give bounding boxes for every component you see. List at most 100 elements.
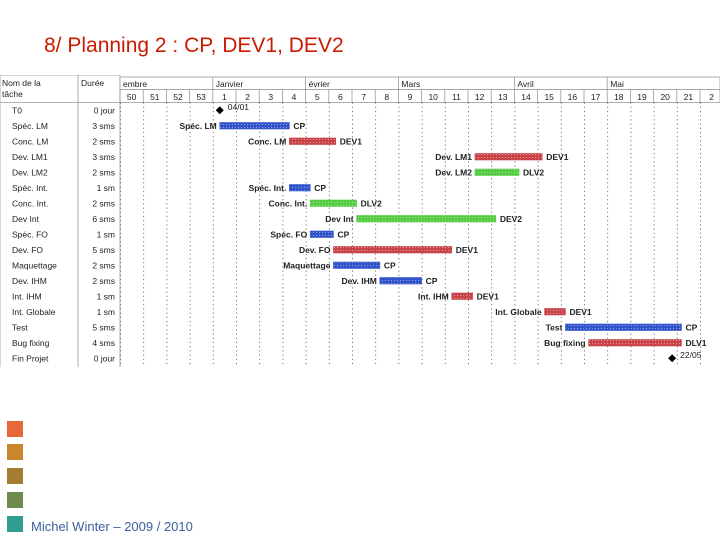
task-name: Int. IHM — [12, 291, 42, 301]
month-label: embre — [123, 79, 147, 89]
task-duration: 1 sm — [97, 183, 115, 193]
task-name: Fin Projet — [12, 353, 49, 363]
accent-square — [7, 492, 23, 508]
accent-square — [7, 468, 23, 484]
week-label: 14 — [521, 92, 531, 102]
week-label: 5 — [315, 92, 320, 102]
task-duration: 4 sms — [92, 338, 115, 348]
bar-resource-label: Int. Globale — [495, 307, 542, 317]
task-bar — [289, 184, 311, 192]
week-label: 11 — [452, 92, 461, 102]
milestone-diamond — [668, 354, 677, 363]
task-bar — [333, 246, 453, 254]
week-label: 17 — [591, 92, 601, 102]
bar-assignee-label: DEV2 — [500, 214, 522, 224]
task-name: Dev. LM2 — [12, 167, 48, 177]
milestone-label: 04/01 — [228, 102, 250, 112]
task-name: Spéc. Int. — [12, 183, 48, 193]
column-header-duration: Durée — [81, 78, 104, 88]
accent-square — [7, 421, 23, 437]
task-name: Conc. LM — [12, 136, 48, 146]
bar-assignee-label: DEV1 — [340, 136, 362, 146]
task-bar — [289, 137, 337, 145]
bar-assignee-label: DLV1 — [685, 338, 706, 348]
week-label: 12 — [475, 92, 485, 102]
week-label: 10 — [428, 92, 438, 102]
task-duration: 0 jour — [94, 353, 115, 363]
week-label: 1 — [222, 92, 227, 102]
task-duration: 2 sms — [92, 260, 115, 270]
task-bar — [356, 215, 497, 223]
bar-resource-label: Test — [546, 322, 563, 332]
task-name: T0 — [12, 105, 22, 115]
month-label: Avril — [517, 79, 533, 89]
bar-resource-label: Dev. IHM — [342, 276, 377, 286]
bar-assignee-label: CP — [384, 260, 396, 270]
month-label: Janvier — [216, 79, 244, 89]
week-label: 19 — [637, 92, 647, 102]
week-label: 15 — [544, 92, 554, 102]
task-name: Dev Int — [12, 214, 40, 224]
task-duration: 2 sms — [92, 136, 115, 146]
task-bar — [474, 168, 520, 176]
bar-assignee-label: CP — [337, 229, 349, 239]
task-bar — [379, 277, 422, 285]
task-name: Test — [12, 322, 28, 332]
week-label: 53 — [196, 92, 206, 102]
bar-assignee-label: DEV1 — [477, 291, 499, 301]
bar-resource-label: Dev. FO — [299, 245, 331, 255]
column-header-name-line1: Nom de la — [2, 78, 41, 88]
accent-square — [7, 444, 23, 460]
bar-assignee-label: DLV2 — [361, 198, 382, 208]
accent-square — [7, 516, 23, 532]
bar-assignee-label: CP — [685, 322, 697, 332]
task-bar — [219, 122, 290, 130]
bar-assignee-label: CP — [314, 183, 326, 193]
task-name: Dev. IHM — [12, 276, 47, 286]
task-name: Conc. Int. — [12, 198, 48, 208]
task-name: Dev. FO — [12, 245, 43, 255]
month-label: Mars — [401, 79, 420, 89]
week-label: 13 — [498, 92, 508, 102]
bar-resource-label: Spéc. Int. — [249, 183, 287, 193]
milestone-label: 22/05 — [680, 350, 702, 360]
task-bar — [333, 261, 381, 269]
bar-resource-label: Dev. LM2 — [435, 167, 472, 177]
bar-assignee-label: DEV1 — [546, 152, 568, 162]
bar-assignee-label: DLV2 — [523, 167, 544, 177]
month-label: évrier — [309, 79, 330, 89]
task-duration: 0 jour — [94, 105, 115, 115]
week-label: 20 — [660, 92, 670, 102]
task-bar — [565, 323, 682, 331]
bar-resource-label: Spéc. FO — [270, 229, 307, 239]
week-label: 3 — [268, 92, 273, 102]
bar-assignee-label: DEV1 — [456, 245, 478, 255]
column-header-name-line2: tâche — [2, 89, 23, 99]
bar-resource-label: Spéc. LM — [179, 121, 216, 131]
task-duration: 2 sms — [92, 198, 115, 208]
bar-resource-label: Dev Int — [325, 214, 354, 224]
task-duration: 5 sms — [92, 245, 115, 255]
task-duration: 5 sms — [92, 322, 115, 332]
footer-author: Michel Winter – 2009 / 2010 — [31, 519, 193, 534]
bar-resource-label: Conc. LM — [248, 136, 286, 146]
week-label: 8 — [384, 92, 389, 102]
month-label: Mai — [610, 79, 624, 89]
week-label: 16 — [568, 92, 578, 102]
bar-resource-label: Maquettage — [283, 260, 331, 270]
task-duration: 6 sms — [92, 214, 115, 224]
task-bar — [309, 230, 334, 238]
bar-resource-label: Dev. LM1 — [435, 152, 472, 162]
task-bar — [451, 292, 473, 300]
bar-resource-label: Conc. Int. — [269, 198, 308, 208]
task-duration: 1 sm — [97, 229, 115, 239]
task-duration: 3 sms — [92, 152, 115, 162]
task-duration: 1 sm — [97, 307, 115, 317]
slide-title: 8/ Planning 2 : CP, DEV1, DEV2 — [44, 34, 344, 57]
task-bar — [544, 308, 566, 316]
task-name: Dev. LM1 — [12, 152, 48, 162]
task-duration: 1 sm — [97, 291, 115, 301]
task-duration: 2 sms — [92, 276, 115, 286]
task-name: Bug fixing — [12, 338, 50, 348]
task-name: Int. Globale — [12, 307, 56, 317]
